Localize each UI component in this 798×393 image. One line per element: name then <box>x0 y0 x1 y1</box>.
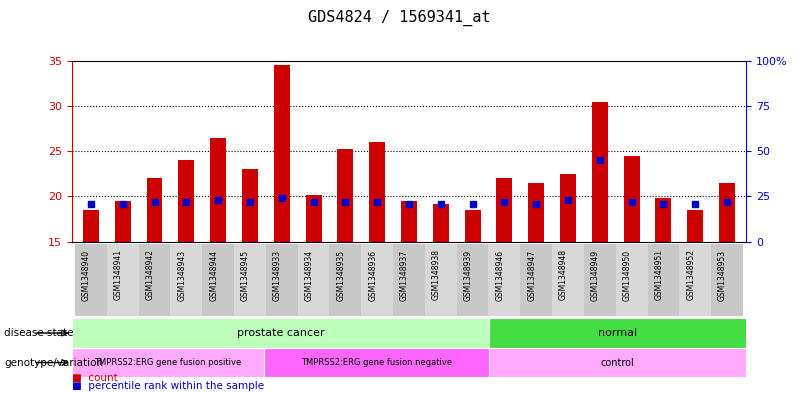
Bar <box>592 101 608 242</box>
Bar <box>234 244 266 316</box>
Bar <box>496 178 512 242</box>
Bar <box>528 183 544 242</box>
Bar <box>560 174 576 242</box>
Bar <box>179 160 194 242</box>
Bar <box>489 348 746 377</box>
Bar <box>679 244 711 316</box>
Text: GSM1348938: GSM1348938 <box>432 250 440 301</box>
Bar <box>719 183 735 242</box>
Text: TMPRSS2:ERG gene fusion positive: TMPRSS2:ERG gene fusion positive <box>94 358 242 367</box>
Bar <box>624 156 639 242</box>
Bar <box>425 244 456 316</box>
Bar <box>330 244 361 316</box>
Text: ■  count: ■ count <box>72 373 117 383</box>
Bar <box>147 178 163 242</box>
Text: GSM1348950: GSM1348950 <box>622 250 632 301</box>
Text: GSM1348939: GSM1348939 <box>464 250 472 301</box>
Bar <box>338 149 354 242</box>
Text: prostate cancer: prostate cancer <box>237 328 324 338</box>
Text: GSM1348933: GSM1348933 <box>273 250 282 301</box>
Text: GSM1348945: GSM1348945 <box>241 250 250 301</box>
Bar <box>298 244 330 316</box>
Text: GSM1348944: GSM1348944 <box>209 250 218 301</box>
Text: normal: normal <box>598 328 638 338</box>
Text: GSM1348937: GSM1348937 <box>400 250 409 301</box>
Text: GSM1348951: GSM1348951 <box>654 250 663 301</box>
Text: TMPRSS2:ERG gene fusion negative: TMPRSS2:ERG gene fusion negative <box>302 358 452 367</box>
Text: ■  percentile rank within the sample: ■ percentile rank within the sample <box>72 381 264 391</box>
Bar <box>83 210 99 242</box>
Bar <box>369 142 385 242</box>
Text: disease state: disease state <box>4 328 73 338</box>
Text: GSM1348942: GSM1348942 <box>145 250 155 301</box>
Text: control: control <box>601 358 634 367</box>
Bar <box>242 169 258 242</box>
Bar <box>115 201 131 242</box>
Bar <box>433 204 448 242</box>
Bar <box>711 244 743 316</box>
Text: GDS4824 / 1569341_at: GDS4824 / 1569341_at <box>308 10 490 26</box>
Bar <box>489 318 746 348</box>
Bar <box>306 195 322 242</box>
Bar <box>584 244 616 316</box>
Bar <box>647 244 679 316</box>
Text: GSM1348935: GSM1348935 <box>337 250 346 301</box>
Bar <box>552 244 584 316</box>
Bar <box>393 244 425 316</box>
Bar <box>456 244 488 316</box>
Text: GSM1348948: GSM1348948 <box>559 250 568 301</box>
Bar <box>464 210 480 242</box>
Bar <box>107 244 139 316</box>
Bar <box>72 348 264 377</box>
Bar <box>171 244 202 316</box>
Text: GSM1348934: GSM1348934 <box>305 250 314 301</box>
Bar <box>401 201 417 242</box>
Bar <box>266 244 298 316</box>
Text: GSM1348947: GSM1348947 <box>527 250 536 301</box>
Bar <box>75 244 107 316</box>
Bar <box>264 348 489 377</box>
Bar <box>361 244 393 316</box>
Bar <box>274 65 290 242</box>
Bar <box>488 244 520 316</box>
Bar <box>655 198 671 242</box>
Bar <box>202 244 234 316</box>
Text: GSM1348941: GSM1348941 <box>113 250 123 301</box>
Bar <box>72 318 489 348</box>
Bar <box>139 244 171 316</box>
Text: GSM1348952: GSM1348952 <box>686 250 695 301</box>
Bar <box>520 244 552 316</box>
Bar <box>210 138 226 242</box>
Text: GSM1348953: GSM1348953 <box>718 250 727 301</box>
Text: GSM1348940: GSM1348940 <box>82 250 91 301</box>
Text: genotype/variation: genotype/variation <box>4 358 103 367</box>
Bar <box>616 244 647 316</box>
Text: GSM1348946: GSM1348946 <box>496 250 504 301</box>
Text: GSM1348936: GSM1348936 <box>368 250 377 301</box>
Bar <box>687 210 703 242</box>
Text: GSM1348949: GSM1348949 <box>591 250 600 301</box>
Text: GSM1348943: GSM1348943 <box>177 250 186 301</box>
